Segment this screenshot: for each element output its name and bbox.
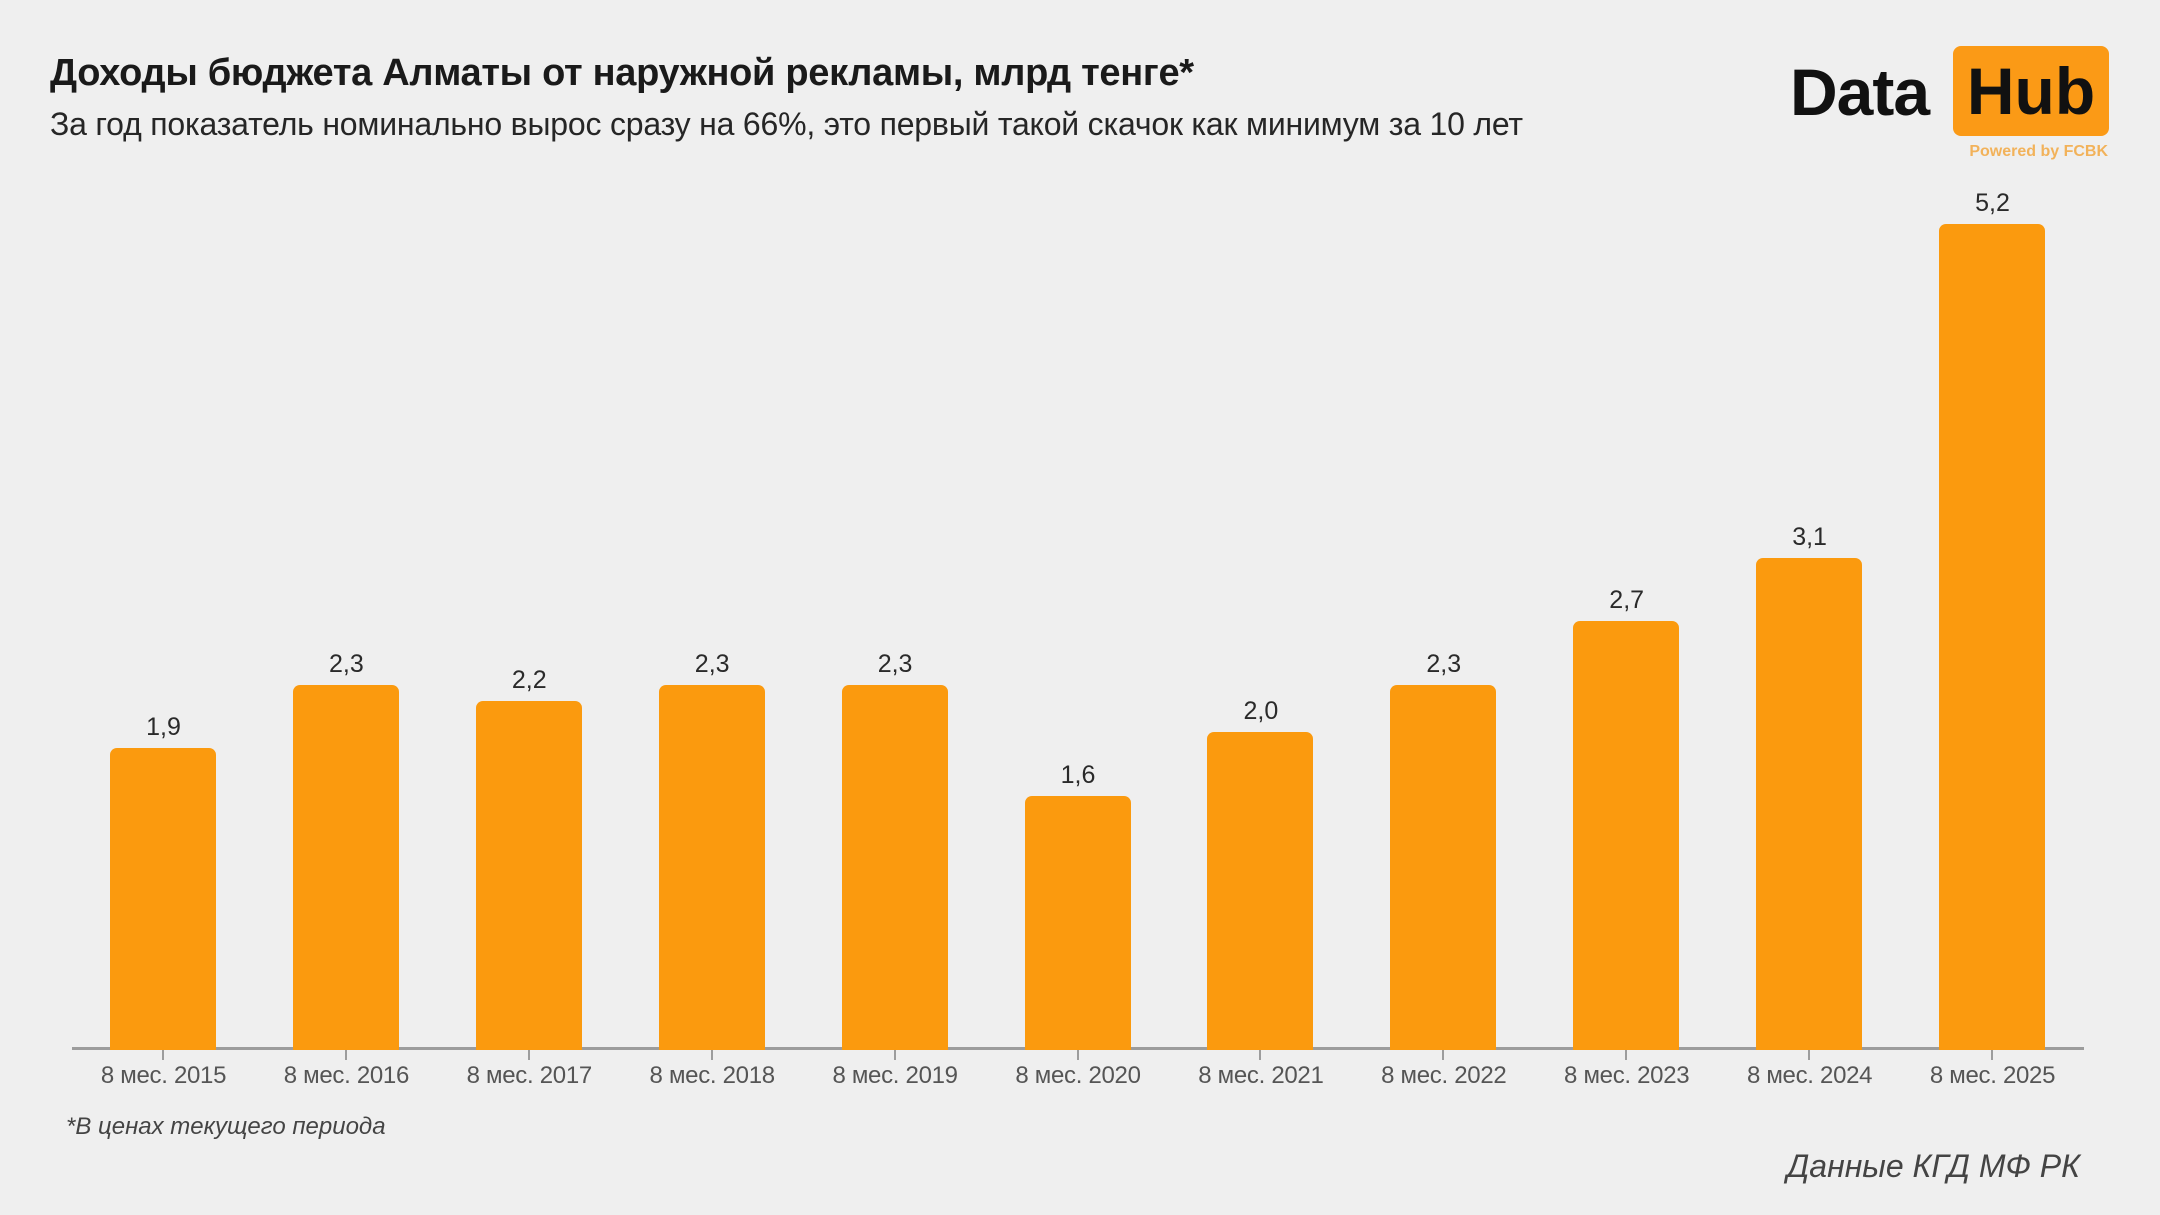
x-axis-label: 8 мес. 2020 — [1015, 1062, 1141, 1089]
bar-value-label: 3,1 — [1792, 523, 1827, 551]
bar — [1756, 558, 1863, 1050]
bar-group: 1,9 8 мес. 2015 — [72, 180, 255, 1089]
bar — [292, 685, 399, 1050]
bar — [1939, 224, 2045, 1050]
bar-group: 2,0 8 мес. 2021 — [1169, 180, 1352, 1089]
bar-value-label: 5,2 — [1975, 189, 2010, 217]
bar — [1390, 685, 1497, 1050]
x-axis-label: 8 мес. 2017 — [466, 1062, 593, 1089]
bar — [1573, 621, 1680, 1050]
x-axis-tick — [527, 1050, 530, 1060]
chart-title: Доходы бюджета Алматы от наружной реклам… — [50, 52, 1194, 94]
bar-value-label: 2,3 — [694, 650, 730, 678]
bar — [1207, 732, 1314, 1050]
footnote: *В ценах текущего периода — [66, 1113, 386, 1140]
x-axis-tick — [1442, 1050, 1445, 1060]
bar-group: 2,3 8 мес. 2022 — [1352, 180, 1535, 1089]
chart-subtitle: За год показатель номинально вырос сразу… — [50, 106, 1523, 142]
bar-value-label: 2,3 — [329, 650, 364, 678]
bar — [110, 748, 216, 1050]
bar-group: 5,2 8 мес. 2025 — [1901, 180, 2084, 1089]
logo-word-data: Data — [1790, 55, 1930, 129]
x-axis-tick — [1808, 1050, 1811, 1060]
x-axis-tick — [1991, 1050, 1993, 1060]
x-axis-tick — [1625, 1050, 1628, 1060]
x-axis-label: 8 мес. 2019 — [832, 1062, 958, 1089]
x-axis-tick — [710, 1050, 713, 1060]
bar-group: 2,3 8 мес. 2019 — [804, 180, 987, 1089]
x-axis-label: 8 мес. 2016 — [283, 1062, 410, 1089]
bar — [1024, 796, 1131, 1050]
bar-value-label: 1,9 — [146, 713, 181, 741]
bar-value-label: 2,2 — [511, 666, 547, 694]
bar-value-label: 2,3 — [877, 650, 913, 678]
x-axis-label: 8 мес. 2015 — [100, 1062, 227, 1089]
data-source: Данные КГД МФ РК — [1786, 1148, 2080, 1184]
bar — [475, 701, 582, 1050]
bar-group: 2,3 8 мес. 2018 — [621, 180, 804, 1089]
x-axis-label: 8 мес. 2022 — [1381, 1062, 1507, 1089]
bar — [658, 685, 765, 1050]
x-axis-tick — [1259, 1050, 1262, 1060]
x-axis-tick — [1076, 1050, 1079, 1060]
bar-group: 2,3 8 мес. 2016 — [255, 180, 438, 1089]
x-axis-label: 8 мес. 2024 — [1746, 1062, 1873, 1089]
bar-value-label: 2,7 — [1609, 586, 1645, 614]
bar-group: 2,7 8 мес. 2023 — [1535, 180, 1718, 1089]
bar-value-label: 2,0 — [1243, 697, 1279, 725]
bar-group: 2,2 8 мес. 2017 — [438, 180, 621, 1089]
x-axis-label: 8 мес. 2023 — [1564, 1062, 1690, 1089]
logo-word-hub: Hub — [1953, 46, 2109, 136]
bar-value-label: 1,6 — [1060, 761, 1096, 789]
bar-group: 1,6 8 мес. 2020 — [987, 180, 1170, 1089]
bar — [841, 685, 948, 1050]
x-axis-label: 8 мес. 2025 — [1929, 1062, 2056, 1089]
x-axis-label: 8 мес. 2021 — [1198, 1062, 1324, 1089]
x-axis-tick — [162, 1050, 164, 1060]
x-axis-tick — [344, 1050, 347, 1060]
logo-tagline: Powered by FCBK — [1969, 143, 2108, 160]
x-axis-tick — [893, 1050, 896, 1060]
x-axis-label: 8 мес. 2018 — [649, 1062, 776, 1089]
bar-value-label: 2,3 — [1426, 650, 1462, 678]
datahub-logo: Data Hub Powered by FCBK — [1790, 46, 2110, 166]
bar-group: 3,1 8 мес. 2024 — [1718, 180, 1901, 1089]
bar-chart: 1,9 8 мес. 2015 2,3 8 мес. 2016 2,2 8 мес. 20… — [72, 180, 2084, 1089]
